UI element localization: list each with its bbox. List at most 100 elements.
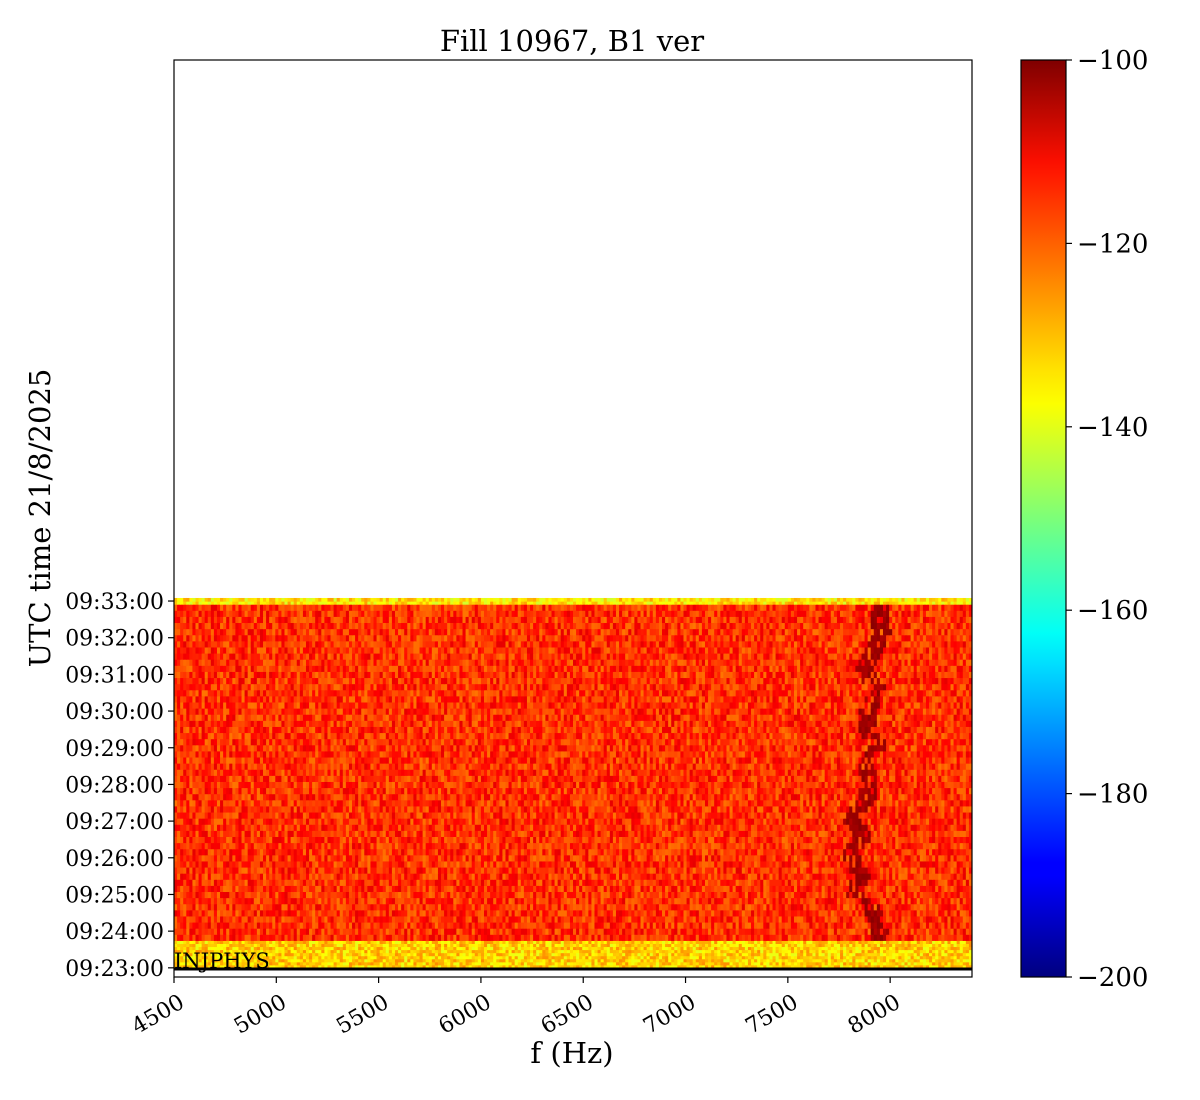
heatmap-cell bbox=[201, 955, 206, 960]
heatmap-cell bbox=[437, 958, 442, 963]
heatmap-cell bbox=[293, 964, 298, 969]
heatmap-cell bbox=[683, 961, 688, 966]
heatmap-cell bbox=[493, 961, 497, 966]
heatmap-cell bbox=[714, 961, 718, 966]
heatmap-cell bbox=[950, 958, 955, 963]
heatmap-cell bbox=[882, 964, 887, 969]
heatmap-cell bbox=[655, 958, 660, 963]
heatmap-cell bbox=[333, 964, 338, 969]
heatmap-cell bbox=[769, 964, 774, 969]
heatmap-cell bbox=[407, 955, 411, 960]
heatmap-cell bbox=[609, 958, 614, 963]
heatmap-cell bbox=[959, 961, 964, 966]
heatmap-cell bbox=[401, 964, 405, 969]
heatmap-cell bbox=[312, 961, 316, 966]
heatmap-cell bbox=[668, 964, 672, 969]
heatmap-cell bbox=[444, 958, 448, 963]
heatmap-cell bbox=[220, 958, 224, 963]
heatmap-cell bbox=[533, 964, 537, 969]
heatmap-cell bbox=[704, 958, 709, 963]
heatmap-cell bbox=[840, 961, 844, 966]
heatmap-cell bbox=[250, 955, 255, 960]
heatmap-cell bbox=[355, 961, 359, 966]
heatmap-cell bbox=[901, 964, 906, 969]
heatmap-cell bbox=[778, 961, 783, 966]
heatmap-cell bbox=[594, 961, 599, 966]
heatmap-cell bbox=[437, 961, 442, 966]
heatmap-cell bbox=[536, 961, 540, 966]
heatmap-cell bbox=[391, 958, 396, 963]
heatmap-cell bbox=[309, 958, 313, 963]
heatmap-cell bbox=[827, 964, 832, 969]
heatmap-cell bbox=[232, 961, 236, 966]
heatmap-cell bbox=[919, 961, 924, 966]
heatmap-cell bbox=[361, 958, 365, 963]
heatmap-cell bbox=[784, 964, 789, 969]
heatmap-cell bbox=[376, 955, 381, 960]
heatmap-cell bbox=[723, 961, 728, 966]
heatmap-cell bbox=[827, 958, 832, 963]
heatmap-cell bbox=[364, 955, 368, 960]
heatmap-cell bbox=[735, 961, 740, 966]
heatmap-cell bbox=[269, 955, 273, 960]
heatmap-cell bbox=[253, 958, 258, 963]
heatmap-cell bbox=[680, 961, 685, 966]
heatmap-cell bbox=[355, 955, 359, 960]
heatmap-cell bbox=[704, 961, 709, 966]
heatmap-cell bbox=[956, 961, 961, 966]
heatmap-cell bbox=[444, 964, 448, 969]
heatmap-cell bbox=[210, 961, 215, 966]
heatmap-cell bbox=[701, 961, 706, 966]
heatmap-cell bbox=[582, 958, 586, 963]
heatmap-cell bbox=[315, 961, 319, 966]
heatmap-cell bbox=[376, 961, 381, 966]
heatmap-cell bbox=[809, 964, 813, 969]
heatmap-cell bbox=[692, 961, 697, 966]
heatmap-cell bbox=[398, 961, 402, 966]
heatmap-cell bbox=[477, 961, 482, 966]
heatmap-cell bbox=[287, 958, 292, 963]
heatmap-cell bbox=[852, 958, 856, 963]
heatmap-cell bbox=[640, 958, 645, 963]
heatmap-cell bbox=[339, 958, 344, 963]
heatmap-cell bbox=[864, 961, 869, 966]
heatmap-cell bbox=[677, 961, 682, 966]
heatmap-cell bbox=[588, 958, 593, 963]
heatmap-cell bbox=[778, 964, 783, 969]
heatmap-cell bbox=[290, 958, 295, 963]
heatmap-cell bbox=[321, 961, 325, 966]
heatmap-cell bbox=[615, 958, 620, 963]
heatmap-cell bbox=[183, 958, 187, 963]
heatmap-cell bbox=[536, 964, 540, 969]
heatmap-cell bbox=[619, 958, 623, 963]
heatmap-cell bbox=[662, 961, 666, 966]
heatmap-cell bbox=[226, 961, 230, 966]
heatmap-cell bbox=[886, 961, 890, 966]
heatmap-cell bbox=[189, 961, 194, 966]
heatmap-cell bbox=[925, 961, 930, 966]
heatmap-cell bbox=[244, 964, 249, 969]
heatmap-cell bbox=[658, 958, 663, 963]
heatmap-cell bbox=[652, 961, 657, 966]
heatmap-cell bbox=[315, 955, 319, 960]
heatmap-cell bbox=[213, 961, 218, 966]
heatmap-cell bbox=[757, 961, 761, 966]
heatmap-cell bbox=[382, 961, 387, 966]
heatmap-cell bbox=[192, 958, 197, 963]
heatmap-cell bbox=[210, 958, 215, 963]
heatmap-cell bbox=[803, 961, 807, 966]
heatmap-cell bbox=[437, 955, 442, 960]
heatmap-cell bbox=[732, 964, 737, 969]
heatmap-cell bbox=[287, 955, 292, 960]
heatmap-cell bbox=[247, 961, 252, 966]
heatmap-cell bbox=[434, 964, 439, 969]
heatmap-cell bbox=[259, 958, 264, 963]
heatmap-cell bbox=[493, 958, 497, 963]
heatmap-cell bbox=[382, 958, 387, 963]
heatmap-cell bbox=[689, 964, 694, 969]
heatmap-cell bbox=[588, 964, 593, 969]
heatmap-cell bbox=[800, 964, 804, 969]
heatmap-cell bbox=[867, 958, 872, 963]
heatmap-cell bbox=[278, 961, 283, 966]
heatmap-cell bbox=[668, 958, 672, 963]
